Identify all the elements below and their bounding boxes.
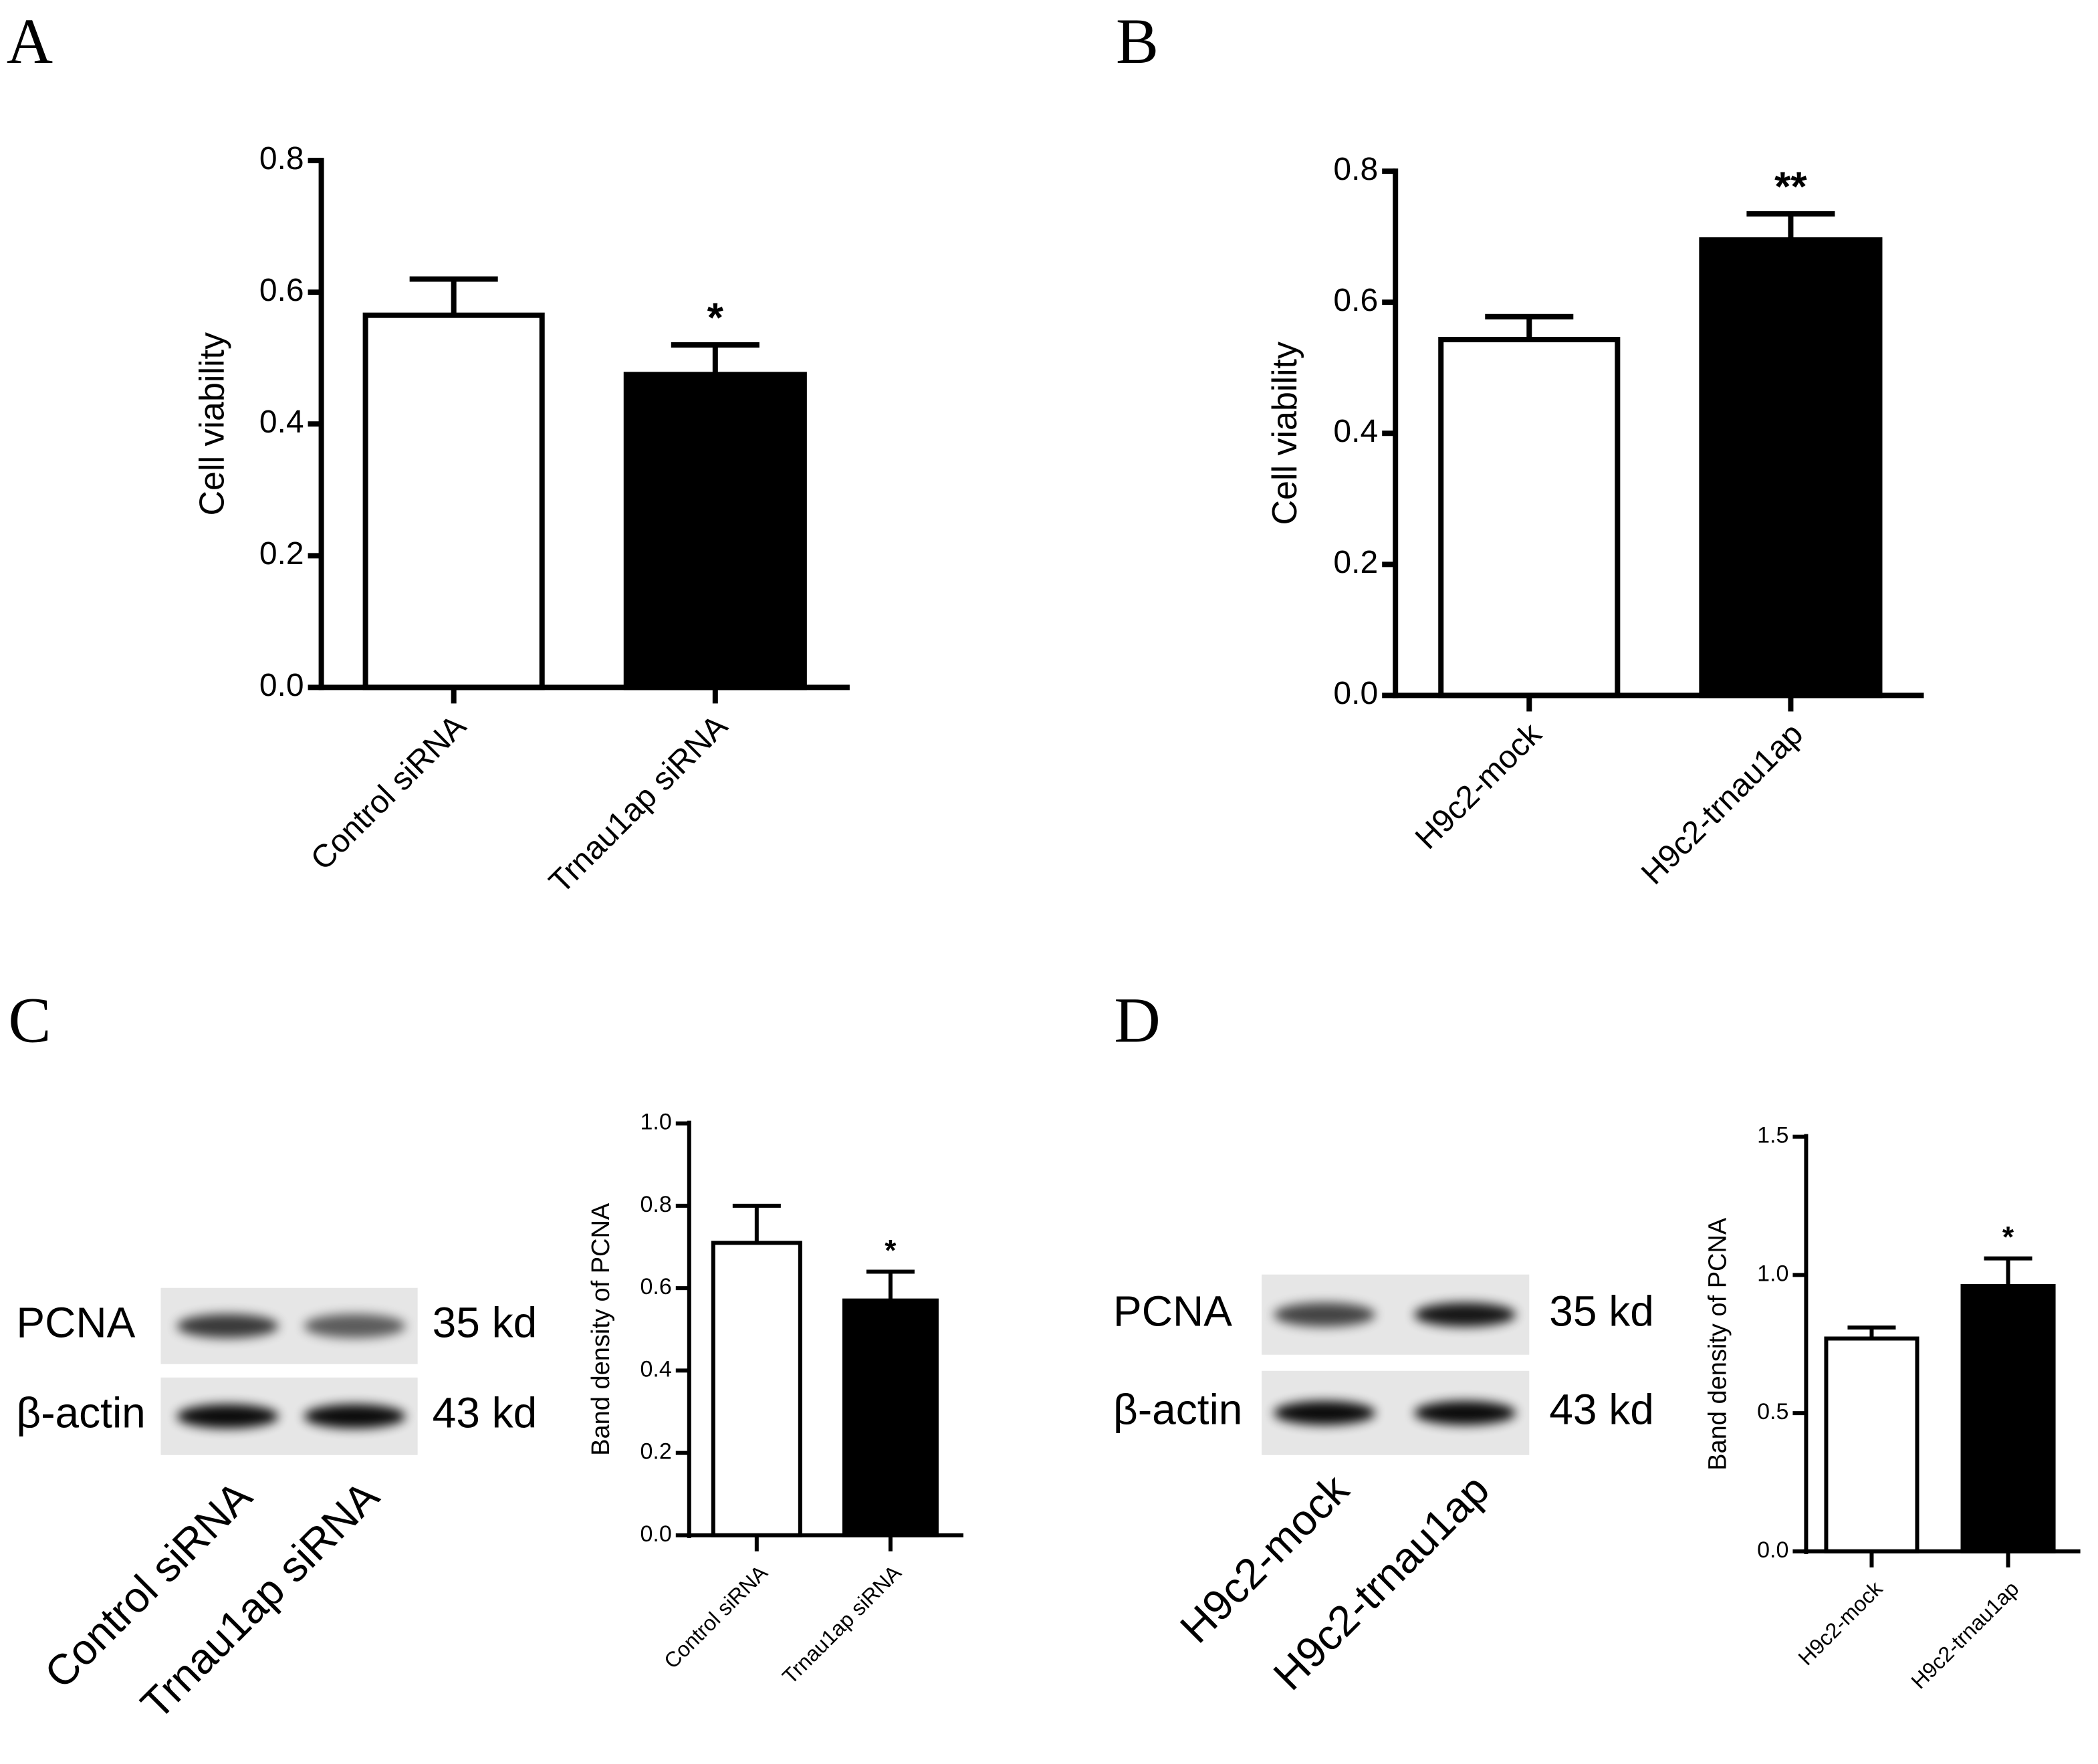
blot-row-label: PCNA xyxy=(1113,1287,1232,1336)
blot-size-label: 43 kd xyxy=(433,1389,538,1437)
blot-size-label: 43 kd xyxy=(1549,1386,1654,1434)
bar xyxy=(1824,1336,1919,1553)
y-tick-label: 0.2 xyxy=(1333,545,1378,580)
blot-band xyxy=(304,1313,406,1338)
chart-panel: D 0.0 0.5 1.0 1.5 Band density of PCNA H9c2-mo… xyxy=(1113,985,2081,1699)
y-tick-label: 0.4 xyxy=(640,1356,672,1382)
x-tick-label: H9c2-mock xyxy=(1794,1576,1888,1670)
x-tick-label: H9c2-trnau1ap xyxy=(1635,717,1810,892)
bar xyxy=(1699,237,1883,699)
y-tick-label: 0.6 xyxy=(1333,283,1378,318)
panel-letter: A xyxy=(7,5,53,77)
blot-row-label: β-actin xyxy=(16,1389,145,1437)
blot-lane-label: Trnau1ap siRNA xyxy=(132,1472,388,1729)
y-axis-label: Cell viability xyxy=(1266,342,1304,525)
blot-row-label: PCNA xyxy=(16,1299,135,1347)
y-tick-label: 0.5 xyxy=(1757,1399,1788,1424)
significance: * xyxy=(2002,1221,2014,1253)
blot-band xyxy=(177,1313,279,1338)
panel-letter: D xyxy=(1114,985,1160,1056)
x-tick-label: H9c2-trnau1ap xyxy=(1906,1576,2023,1693)
y-tick-label: 0.4 xyxy=(1333,414,1378,449)
bar xyxy=(711,1241,802,1537)
blot-band xyxy=(1414,1302,1516,1327)
bar xyxy=(1438,337,1621,699)
y-tick-label: 1.5 xyxy=(1757,1123,1788,1148)
bar xyxy=(623,372,807,690)
chart-panel: C 0.0 0.2 0.4 0.6 0.8 1.0 Band density of PCNA C… xyxy=(8,985,963,1729)
y-axis-label: Band density of PCNA xyxy=(1704,1217,1732,1471)
y-tick-label: 0.8 xyxy=(259,141,304,176)
significance: * xyxy=(885,1234,897,1267)
x-tick-label: H9c2-mock xyxy=(1409,716,1549,856)
significance: ** xyxy=(1774,163,1807,210)
y-tick-label: 0.0 xyxy=(1757,1537,1788,1563)
blot-band xyxy=(304,1404,406,1428)
y-tick-label: 0.4 xyxy=(259,404,304,440)
panel-letter: C xyxy=(8,985,51,1056)
y-tick-label: 0.6 xyxy=(259,273,304,308)
bar xyxy=(362,312,545,690)
x-tick-label: Control siRNA xyxy=(659,1560,772,1673)
panel-letter: B xyxy=(1116,5,1159,77)
y-tick-label: 0.0 xyxy=(1333,676,1378,711)
blot-row-label: β-actin xyxy=(1113,1386,1242,1434)
bar xyxy=(842,1298,939,1537)
y-tick-label: 0.2 xyxy=(640,1439,672,1465)
blot-size-label: 35 kd xyxy=(433,1299,538,1347)
blot-band xyxy=(1274,1302,1376,1327)
y-tick-label: 0.8 xyxy=(640,1192,672,1217)
blot-band xyxy=(177,1404,279,1428)
y-tick-label: 1.0 xyxy=(1757,1261,1788,1286)
blot-band xyxy=(1274,1400,1376,1425)
bar xyxy=(1960,1283,2056,1553)
chart-panel: B 0.0 0.2 0.4 0.6 0.8 Cell viability H9c2-mock *… xyxy=(1116,5,1924,892)
y-tick-label: 1.0 xyxy=(640,1110,672,1135)
x-tick-label: Trnau1ap siRNA xyxy=(542,709,734,900)
y-tick-label: 0.2 xyxy=(259,536,304,572)
blot-size-label: 35 kd xyxy=(1549,1287,1654,1336)
y-tick-label: 0.6 xyxy=(640,1274,672,1299)
y-tick-label: 0.0 xyxy=(640,1521,672,1547)
y-tick-label: 0.8 xyxy=(1333,152,1378,187)
y-axis-label: Band density of PCNA xyxy=(587,1203,615,1456)
chart-panel: A 0.0 0.2 0.4 0.6 0.8 Cell viability Control si… xyxy=(7,5,850,900)
y-axis-label: Cell viability xyxy=(193,332,231,516)
significance: * xyxy=(707,294,724,341)
x-tick-label: Control siRNA xyxy=(304,709,473,877)
y-tick-label: 0.0 xyxy=(259,668,304,703)
blot-band xyxy=(1414,1400,1516,1425)
x-tick-label: Trnau1ap siRNA xyxy=(778,1560,906,1688)
